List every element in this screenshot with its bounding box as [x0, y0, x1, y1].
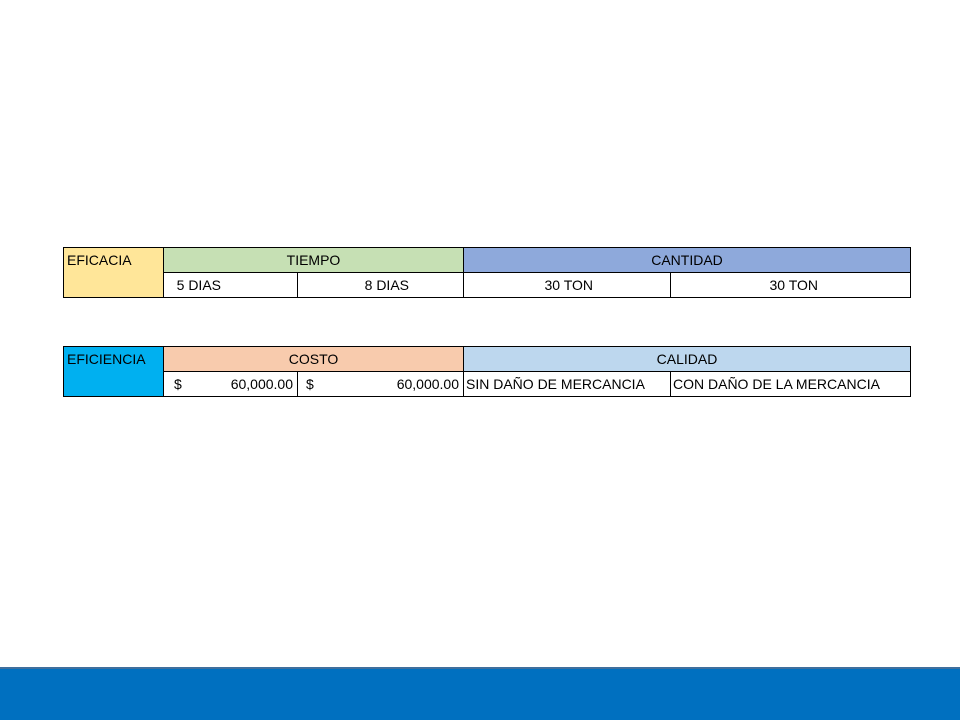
- cell: 5 DIAS: [163, 272, 298, 298]
- amount: 60,000.00: [396, 376, 459, 392]
- row-label: EFICIENCIA: [63, 346, 164, 397]
- footer-bar: [0, 667, 960, 720]
- group-header: TIEMPO: [163, 247, 464, 273]
- currency: $: [306, 376, 314, 392]
- amount: 60,000.00: [230, 376, 293, 392]
- group-header: CALIDAD: [463, 346, 911, 372]
- cell: CON DAÑO DE LA MERCANCIA: [670, 371, 911, 397]
- cell: 30 TON: [670, 272, 911, 298]
- cell: 30 TON: [463, 272, 671, 298]
- currency: $: [174, 376, 182, 392]
- cell: $60,000.00: [297, 371, 464, 397]
- cell: SIN DAÑO DE MERCANCIA: [463, 371, 671, 397]
- row-label: EFICACIA: [63, 247, 164, 298]
- cell: $60,000.00: [163, 371, 298, 397]
- cell: 8 DIAS: [297, 272, 464, 298]
- group-header: COSTO: [163, 346, 464, 372]
- eficacia-table: EFICACIA TIEMPO CANTIDAD 5 DIAS 8 DIAS 3…: [63, 247, 911, 298]
- group-header: CANTIDAD: [463, 247, 911, 273]
- eficiencia-table: EFICIENCIA COSTO CALIDAD $60,000.00 $60,…: [63, 346, 911, 397]
